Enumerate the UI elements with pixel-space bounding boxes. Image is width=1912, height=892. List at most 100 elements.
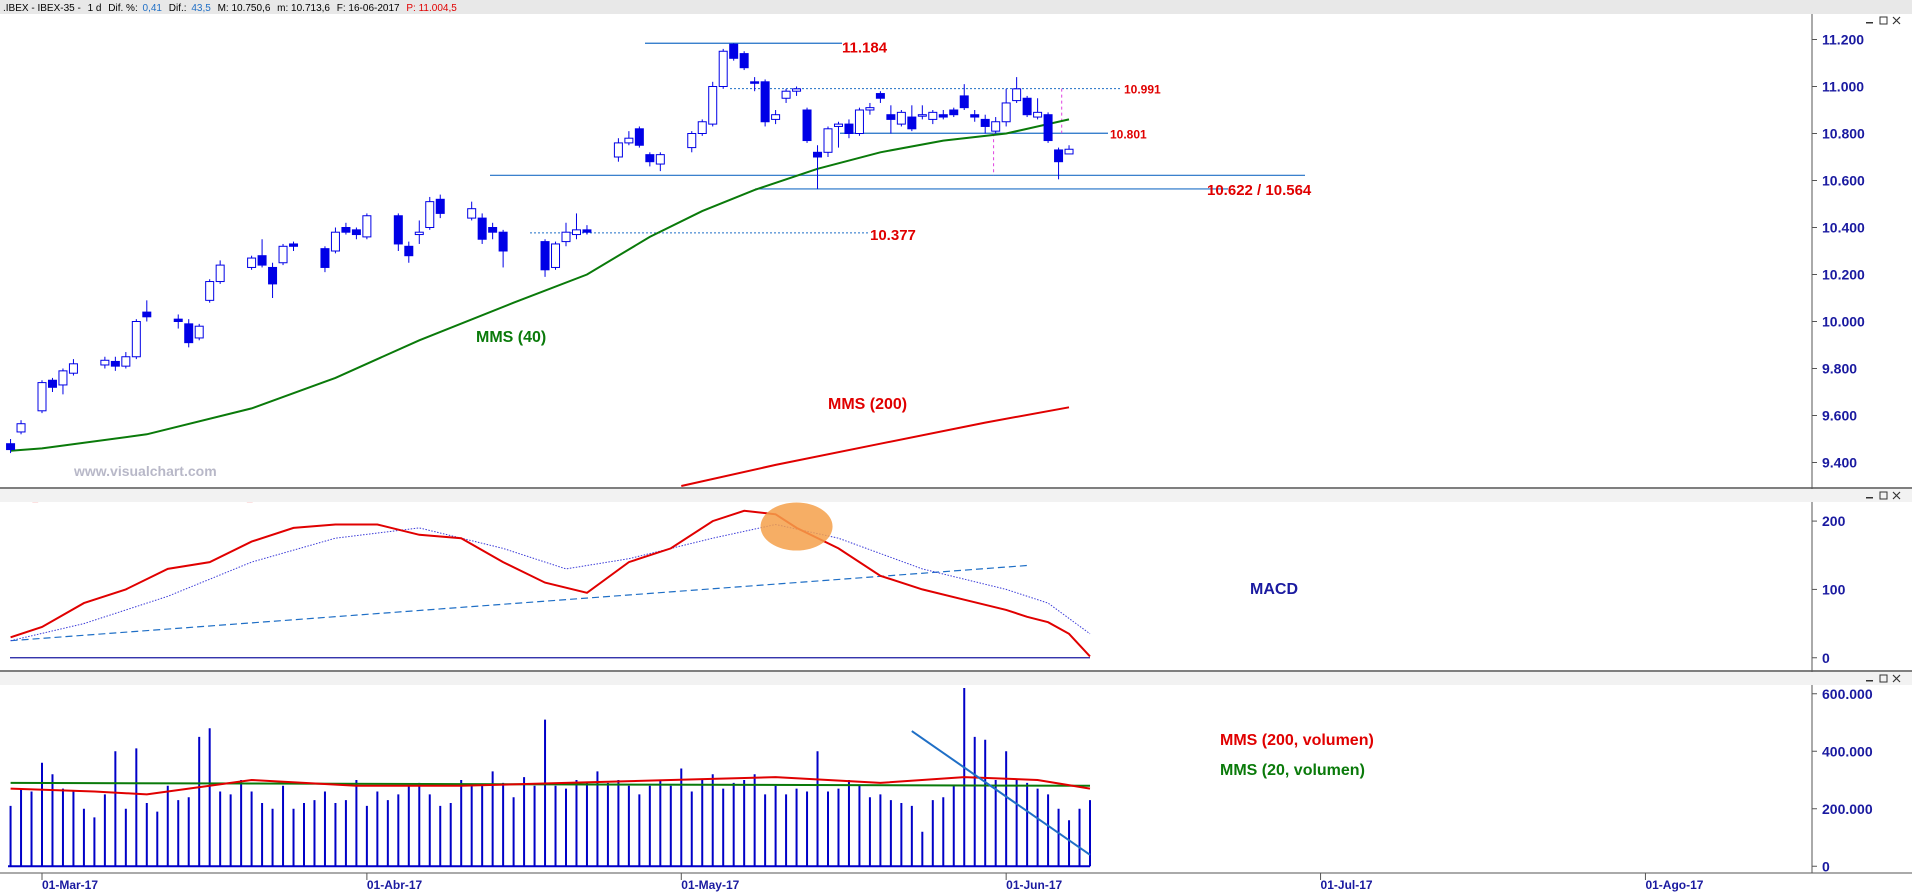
price-panel: 9.400 9.600 9.800 10.000 10.200 10.400 10.600 1…	[6, 32, 1865, 487]
candle-body	[100, 359, 110, 366]
candle-body	[928, 111, 938, 120]
candle	[823, 126, 833, 157]
candle-body	[687, 133, 697, 149]
candle	[435, 194, 445, 219]
maximize-icon[interactable]	[1879, 674, 1888, 683]
candle-body	[802, 109, 812, 142]
header-diff-value: 43,5	[191, 3, 211, 14]
y-tick-label: 9.600	[1822, 408, 1857, 424]
candle	[58, 368, 68, 395]
candle	[173, 314, 183, 329]
maximize-icon[interactable]	[1879, 16, 1888, 25]
window-controls[interactable]	[1866, 674, 1901, 683]
candle	[289, 241, 299, 251]
candle-body	[907, 116, 917, 130]
chart-header: .IBEX - IBEX-35 - 1 d Dif. %: 0,41 Dif.:…	[3, 3, 457, 14]
candle-body	[613, 142, 623, 158]
candle	[938, 110, 948, 120]
candle	[813, 145, 823, 189]
candle	[341, 222, 351, 235]
candle	[917, 105, 927, 120]
candle-body	[970, 114, 980, 118]
candle	[488, 222, 498, 240]
candle-body	[980, 118, 990, 127]
candle-body	[393, 215, 403, 245]
y-tick-label: 200	[1822, 513, 1846, 529]
mms200-label: MMS (200)	[828, 396, 907, 413]
header-price: P: 11.004,5	[406, 3, 457, 14]
minimize-icon[interactable]	[1866, 497, 1873, 499]
candle	[571, 213, 581, 240]
candle-body	[205, 281, 215, 301]
maximize-icon[interactable]	[1879, 491, 1888, 500]
candle	[896, 110, 906, 127]
candle-body	[655, 154, 665, 165]
candle-body	[917, 114, 927, 117]
y-tick-label: 0	[1822, 858, 1830, 874]
candle-body	[194, 325, 204, 339]
candle	[477, 213, 487, 244]
candle-body	[110, 360, 120, 367]
y-tick-label: 0	[1822, 650, 1830, 666]
header-min: m: 10.713,6	[277, 3, 330, 14]
close-icon[interactable]	[1892, 16, 1901, 25]
candle	[68, 359, 78, 376]
candle-body	[645, 154, 655, 163]
x-tick-label: 01-Mar-17	[42, 878, 98, 892]
level-label-high: 11.184	[842, 39, 888, 56]
candle	[760, 79, 770, 127]
candle	[582, 225, 592, 235]
mms20-vol-line	[10, 781, 1091, 787]
candle	[205, 279, 215, 303]
candle	[498, 229, 508, 268]
x-tick-label: 01-May-17	[681, 878, 739, 892]
candle-body	[215, 264, 225, 283]
candle-body	[278, 245, 288, 264]
candle-body	[571, 229, 581, 236]
candle-body	[833, 123, 843, 127]
candle	[886, 105, 896, 134]
candle-body	[739, 53, 749, 69]
candle-body	[131, 321, 141, 358]
candle	[142, 300, 152, 322]
candle	[959, 84, 969, 110]
candle-body	[330, 231, 340, 252]
candle	[320, 246, 330, 273]
macd-label: MACD	[1250, 581, 1298, 598]
candle	[771, 110, 781, 125]
candle	[540, 239, 550, 277]
header-symbol: .IBEX - IBEX-35 -	[3, 3, 81, 14]
candle	[1012, 77, 1022, 103]
macd-trend-line	[10, 564, 1028, 642]
header-period: 1 d	[88, 3, 102, 14]
x-tick-label: 01-Abr-17	[367, 878, 423, 892]
candle-body	[435, 198, 445, 214]
y-tick-label: 10.400	[1822, 220, 1865, 236]
candle	[414, 220, 424, 244]
candle-body	[823, 128, 833, 153]
y-tick-label: 9.400	[1822, 455, 1857, 471]
mms40-line	[10, 118, 1070, 452]
candle	[268, 262, 278, 298]
candle-body	[37, 382, 47, 412]
volume-header-bar	[0, 672, 1912, 685]
candle	[645, 152, 655, 167]
candle-body	[561, 231, 571, 243]
candle-body	[551, 243, 561, 268]
minimize-icon[interactable]	[1866, 22, 1873, 24]
candle	[131, 319, 141, 360]
watermark: www.visualchart.com	[73, 463, 217, 479]
window-controls[interactable]	[1866, 16, 1901, 25]
candle-body	[467, 208, 477, 219]
window-controls[interactable]	[1866, 491, 1901, 500]
candle-body	[257, 255, 267, 266]
candle-body	[708, 86, 718, 125]
macd-line	[10, 509, 1091, 658]
candle-body	[634, 128, 644, 146]
minimize-icon[interactable]	[1866, 680, 1873, 682]
candle-body	[896, 111, 906, 125]
close-icon[interactable]	[1892, 491, 1901, 500]
candle	[991, 117, 1001, 134]
candle	[718, 48, 728, 89]
close-icon[interactable]	[1892, 674, 1901, 683]
